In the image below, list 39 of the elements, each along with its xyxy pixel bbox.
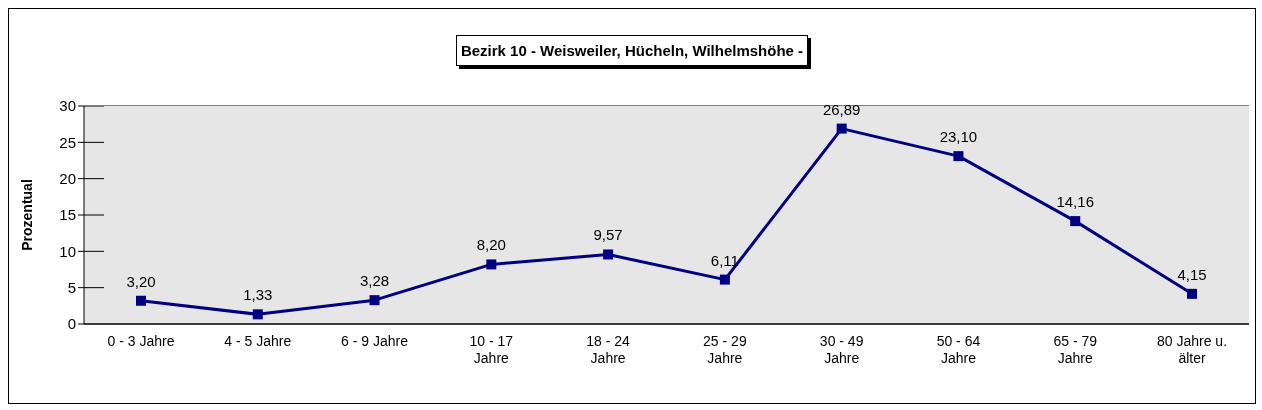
data-label: 3,28	[359, 272, 390, 290]
point	[252, 309, 263, 320]
data-label: 23,10	[939, 128, 978, 146]
y-tick-label: 25	[59, 133, 76, 151]
x-tick-label: 65 - 79 Jahre	[1053, 333, 1098, 366]
x-tick-label: 25 - 29 Jahre	[703, 333, 747, 366]
x-tick-label: 4 - 5 Jahre	[224, 333, 292, 349]
point	[1070, 216, 1081, 227]
point	[603, 249, 614, 260]
point	[836, 123, 847, 134]
y-tick-label: 5	[67, 278, 76, 296]
x-tick-label: 0 - 3 Jahre	[107, 333, 175, 349]
data-label: 14,16	[1056, 193, 1094, 211]
point	[369, 295, 380, 306]
data-label: 1,33	[243, 286, 273, 304]
x-tick-label: 18 - 24 Jahre	[586, 333, 631, 366]
x-tick-label: 10 - 17 Jahre	[469, 333, 514, 366]
data-label: 26,89	[822, 100, 861, 118]
data-label: 3,20	[126, 272, 156, 290]
data-label: 8,20	[476, 236, 506, 254]
x-tick-label: 6 - 9 Jahre	[341, 333, 409, 349]
point	[136, 295, 146, 306]
y-tick-label: 20	[59, 169, 76, 187]
x-tick-label: 50 - 64 Jahre	[936, 333, 981, 366]
y-axis-title: Prozentual	[18, 179, 35, 251]
point	[1187, 288, 1197, 299]
data-label: 9,57	[593, 226, 623, 244]
y-tick-label: 0	[67, 315, 76, 333]
data-label: 6,11	[710, 251, 739, 269]
x-tick-label: 80 Jahre u. älter	[1156, 333, 1228, 366]
y-tick-label: 30	[59, 97, 76, 115]
point	[953, 151, 964, 162]
point	[719, 274, 730, 285]
chart-title: Bezirk 10 - Weisweiler, Hücheln, Wilhelmshöhe -	[455, 35, 809, 66]
y-tick-label: 15	[59, 206, 76, 224]
point	[486, 259, 497, 270]
y-tick-label: 10	[59, 242, 76, 260]
x-tick-label: 30 - 49 Jahre	[819, 333, 864, 366]
data-label: 4,15	[1177, 265, 1207, 283]
